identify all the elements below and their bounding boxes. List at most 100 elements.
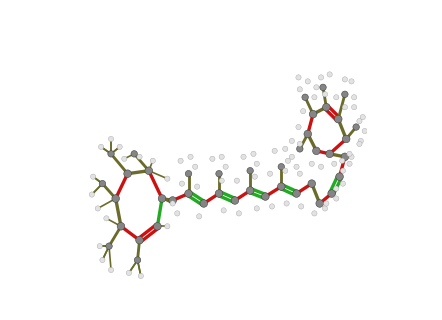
Circle shape — [326, 150, 333, 158]
Circle shape — [336, 173, 343, 180]
Circle shape — [241, 154, 246, 159]
Circle shape — [289, 138, 294, 144]
Circle shape — [309, 110, 317, 118]
Circle shape — [334, 95, 339, 100]
Circle shape — [215, 190, 223, 197]
Circle shape — [247, 167, 253, 174]
Circle shape — [219, 154, 224, 159]
Circle shape — [353, 124, 359, 130]
Circle shape — [138, 273, 144, 279]
Circle shape — [200, 200, 208, 207]
Circle shape — [297, 146, 303, 152]
Circle shape — [312, 211, 317, 216]
Circle shape — [343, 135, 350, 143]
Circle shape — [322, 92, 328, 97]
Circle shape — [289, 154, 294, 159]
Circle shape — [231, 197, 239, 204]
Circle shape — [185, 171, 192, 177]
Circle shape — [278, 164, 285, 170]
Circle shape — [305, 79, 310, 84]
Circle shape — [99, 180, 106, 187]
Circle shape — [349, 154, 354, 159]
Circle shape — [136, 236, 143, 244]
Circle shape — [314, 85, 319, 90]
Circle shape — [342, 105, 347, 110]
Circle shape — [335, 115, 342, 123]
Circle shape — [112, 195, 119, 202]
Circle shape — [91, 174, 96, 179]
Circle shape — [194, 184, 200, 189]
Circle shape — [362, 128, 367, 134]
Circle shape — [193, 164, 198, 169]
Circle shape — [158, 195, 166, 202]
Circle shape — [312, 147, 320, 155]
Circle shape — [296, 124, 301, 130]
Circle shape — [122, 156, 127, 162]
Circle shape — [322, 206, 328, 211]
Circle shape — [165, 176, 170, 181]
Circle shape — [293, 190, 300, 197]
Circle shape — [89, 192, 95, 197]
Circle shape — [357, 118, 362, 124]
Circle shape — [104, 216, 109, 221]
Circle shape — [340, 181, 346, 186]
Circle shape — [137, 154, 142, 159]
Circle shape — [99, 144, 104, 149]
Circle shape — [272, 148, 277, 154]
Circle shape — [323, 103, 330, 111]
Circle shape — [349, 79, 354, 84]
Circle shape — [340, 168, 346, 173]
Circle shape — [145, 167, 152, 174]
Circle shape — [332, 161, 337, 166]
Circle shape — [328, 190, 335, 197]
Circle shape — [117, 222, 125, 230]
Circle shape — [150, 158, 156, 164]
Circle shape — [197, 214, 202, 219]
Circle shape — [106, 243, 112, 249]
Circle shape — [347, 161, 352, 166]
Circle shape — [108, 151, 114, 157]
Circle shape — [246, 187, 254, 194]
Circle shape — [216, 171, 222, 177]
Circle shape — [126, 270, 132, 276]
Circle shape — [95, 206, 100, 211]
Circle shape — [351, 105, 357, 110]
Circle shape — [308, 180, 316, 188]
Circle shape — [179, 181, 185, 186]
Circle shape — [252, 174, 257, 179]
Text: alamy - 2AAJCHP: alamy - 2AAJCHP — [163, 300, 279, 313]
Circle shape — [351, 95, 357, 100]
Circle shape — [282, 146, 288, 151]
Circle shape — [318, 75, 324, 80]
Circle shape — [131, 151, 137, 157]
Circle shape — [342, 77, 347, 82]
Circle shape — [269, 204, 274, 209]
Circle shape — [221, 208, 226, 213]
Circle shape — [334, 186, 339, 191]
Circle shape — [324, 201, 329, 206]
Circle shape — [284, 201, 289, 206]
Circle shape — [341, 153, 349, 161]
Circle shape — [297, 87, 302, 92]
Circle shape — [309, 161, 314, 166]
Circle shape — [316, 200, 324, 207]
Circle shape — [278, 183, 285, 190]
Circle shape — [251, 151, 256, 156]
Circle shape — [165, 224, 170, 229]
Circle shape — [223, 164, 228, 169]
Circle shape — [297, 171, 302, 176]
Circle shape — [302, 94, 309, 100]
Circle shape — [124, 170, 131, 178]
Circle shape — [304, 130, 312, 138]
Circle shape — [282, 168, 288, 173]
Circle shape — [360, 115, 366, 120]
Circle shape — [97, 244, 103, 249]
Circle shape — [219, 178, 224, 183]
Circle shape — [254, 206, 259, 211]
Circle shape — [236, 211, 241, 216]
Circle shape — [254, 161, 259, 166]
Circle shape — [298, 204, 304, 209]
Circle shape — [357, 141, 362, 147]
Circle shape — [169, 197, 176, 204]
Circle shape — [267, 171, 273, 176]
